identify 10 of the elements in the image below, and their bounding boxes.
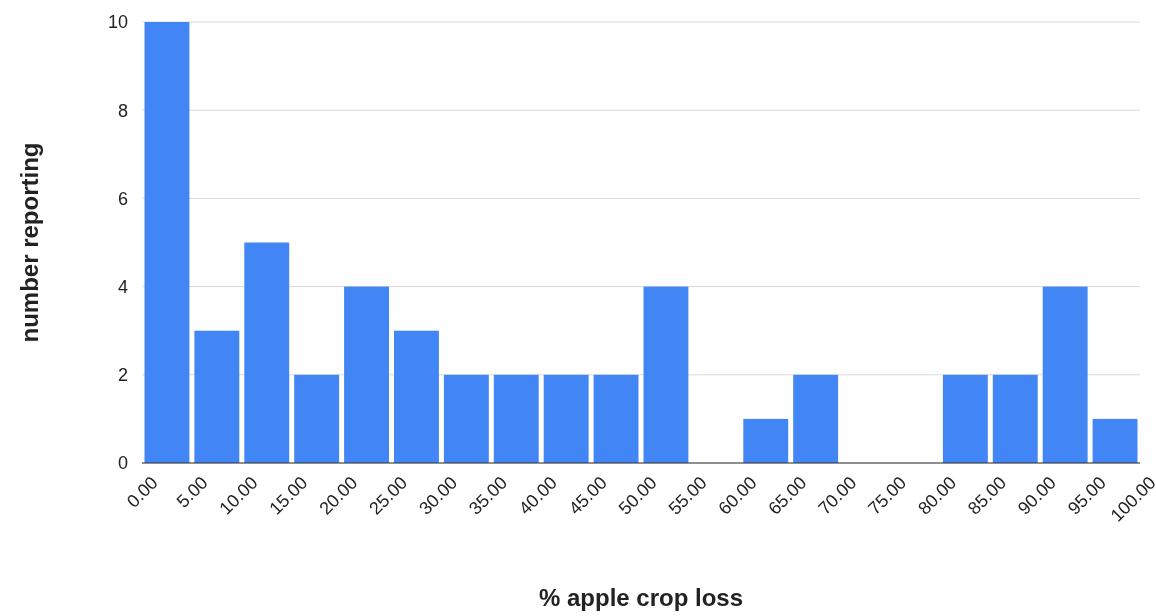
y-tick-label: 8: [117, 100, 128, 121]
y-tick-label: 10: [107, 12, 128, 33]
y-tick-label: 2: [117, 365, 128, 386]
x-tick-label: 0.00: [122, 472, 162, 512]
y-tick-label: 4: [117, 276, 128, 297]
x-axis-title: % apple crop loss: [538, 584, 744, 611]
y-tick-label: 0: [117, 453, 128, 474]
y-tick-label: 6: [117, 188, 128, 209]
y-axis-title: number reporting: [16, 142, 43, 343]
x-tick-label: 5.00: [172, 472, 212, 512]
